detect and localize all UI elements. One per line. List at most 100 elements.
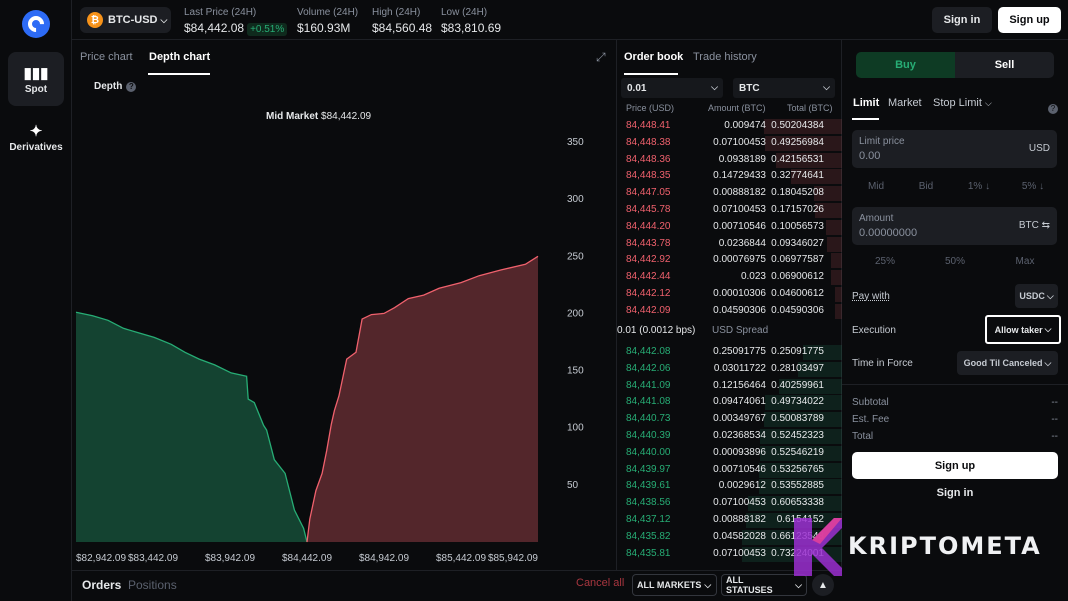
limit-price-input[interactable]: 0.00 xyxy=(859,150,881,162)
left-rail: ▮▮▮ Spot ✦ Derivatives xyxy=(0,0,72,601)
statuses-filter-value: ALL STATUSES xyxy=(726,575,773,595)
bid-row[interactable]: 84,442.06 0.03011722 0.28103497 xyxy=(617,361,842,378)
ask-row[interactable]: 84,445.78 0.07100453 0.17157026 xyxy=(617,202,842,219)
pair-selector[interactable]: ₿ BTC-USD ⌵ xyxy=(80,7,171,33)
volume-stat: Volume (24H) $160.93M xyxy=(297,7,358,35)
amount-cell: 0.03011722 xyxy=(713,362,766,374)
depth-label-text: Depth xyxy=(94,81,123,92)
rail-item-derivatives[interactable]: ✦ Derivatives xyxy=(4,122,68,162)
bid-row[interactable]: 84,438.56 0.07100453 0.60653338 xyxy=(617,495,842,512)
increment-select[interactable]: 0.01 ⌵ xyxy=(621,78,723,98)
minus-1pct-chip[interactable]: 1% ↓ xyxy=(967,180,991,192)
bid-row[interactable]: 84,440.73 0.00349767 0.50083789 xyxy=(617,411,842,428)
total-cell: 0.52452323 xyxy=(771,430,824,441)
depth-bar xyxy=(748,496,842,512)
tab-trade-history[interactable]: Trade history xyxy=(693,51,757,63)
amount-cell: 0.07100453 xyxy=(713,497,766,509)
limit-price-unit: USD xyxy=(1028,143,1050,154)
amount-field[interactable]: Amount 0.00000000 BTC ⇆ xyxy=(852,207,1057,245)
price-cell: 84,440.73 xyxy=(626,413,671,425)
price-cell: 84,442.06 xyxy=(626,362,671,374)
amount-25-chip[interactable]: 25% xyxy=(874,255,895,267)
tab-orders[interactable]: Orders xyxy=(82,578,122,592)
markets-filter[interactable]: ALL MARKETS ⌵ xyxy=(632,574,717,596)
bid-row[interactable]: 84,440.39 0.02368534 0.52452323 xyxy=(617,428,842,445)
price-cell: 84,442.44 xyxy=(626,271,671,283)
chart-panel: Price chart Depth chart ⤢ 50 100 150 200 250… xyxy=(72,40,617,570)
mid-chip[interactable]: Mid xyxy=(867,180,885,192)
amount-50-chip[interactable]: 50% xyxy=(944,255,965,267)
tab-market[interactable]: Market xyxy=(888,97,922,109)
time-in-force-select[interactable]: Good Til Canceled ⌵ xyxy=(957,351,1058,375)
cancel-all-button[interactable]: Cancel all xyxy=(576,577,625,589)
amount-input[interactable]: 0.00000000 xyxy=(859,227,918,239)
ask-row[interactable]: 84,448.38 0.07100453 0.49256984 xyxy=(617,135,842,152)
amount-cell: 0.0236844 xyxy=(718,237,766,249)
tab-positions[interactable]: Positions xyxy=(128,578,177,592)
bid-row[interactable]: 84,441.09 0.12156464 0.40259961 xyxy=(617,378,842,395)
ask-row[interactable]: 84,442.92 0.00076975 0.06977587 xyxy=(617,252,842,269)
statuses-filter[interactable]: ALL STATUSES ⌵ xyxy=(721,574,807,596)
amount-cell: 0.00888182 xyxy=(713,187,766,199)
amount-unit-toggle[interactable]: BTC ⇆ xyxy=(1019,220,1050,231)
sell-toggle[interactable]: Sell xyxy=(955,52,1054,78)
tab-stop-limit[interactable]: Stop Limit ⌵ xyxy=(933,97,992,109)
x-tick-label: $83,942.09 xyxy=(205,553,255,564)
minus-5pct-chip[interactable]: 5% ↓ xyxy=(1021,180,1045,192)
buy-toggle[interactable]: Buy xyxy=(856,52,955,78)
chevron-down-icon: ⌵ xyxy=(795,579,802,590)
orders-bar: Orders Positions Cancel all ALL MARKETS ⌵… xyxy=(72,570,842,601)
chevron-up-icon[interactable]: ▲ xyxy=(812,574,834,596)
rail-item-spot[interactable]: ▮▮▮ Spot xyxy=(8,52,64,106)
ask-line xyxy=(306,255,539,543)
y-tick-label: 300 xyxy=(567,194,584,205)
price-cell: 84,447.05 xyxy=(626,187,671,199)
bitcoin-icon: ₿ xyxy=(87,12,103,28)
low-value: $83,810.69 xyxy=(441,21,502,35)
depth-bar xyxy=(835,303,842,319)
y-tick-label: 350 xyxy=(567,137,584,148)
bid-row[interactable]: 84,439.97 0.00710546 0.53256765 xyxy=(617,462,842,479)
total-cell: 0.40259961 xyxy=(771,379,824,391)
ask-row[interactable]: 84,448.36 0.0938189 0.42156531 xyxy=(617,152,842,169)
ask-row[interactable]: 84,448.41 0.009474 0.50204384 xyxy=(617,118,842,135)
coinbase-logo-icon[interactable] xyxy=(22,10,50,38)
total-cell: 0.04590306 xyxy=(771,304,824,316)
sign-up-button[interactable]: Sign up xyxy=(998,7,1061,33)
sign-in-button[interactable]: Sign in xyxy=(932,7,992,33)
ask-row[interactable]: 84,443.78 0.0236844 0.09346027 xyxy=(617,236,842,253)
info-icon[interactable]: ? xyxy=(1048,104,1058,114)
bid-row[interactable]: 84,440.00 0.00093896 0.52546219 xyxy=(617,445,842,462)
unit-select[interactable]: BTC ⌵ xyxy=(733,78,835,98)
bid-row[interactable]: 84,441.08 0.09474061 0.49734022 xyxy=(617,394,842,411)
execution-select[interactable]: Allow taker ⌵ xyxy=(985,315,1061,344)
swap-icon: ⇆ xyxy=(1041,220,1050,231)
pay-with-value: USDC xyxy=(1019,291,1045,301)
ask-row[interactable]: 84,442.09 0.04590306 0.04590306 xyxy=(617,303,842,320)
expand-icon[interactable]: ⤢ xyxy=(596,50,606,64)
tab-depth-chart[interactable]: Depth chart xyxy=(149,51,211,63)
tab-limit[interactable]: Limit xyxy=(853,97,880,109)
tab-price-chart[interactable]: Price chart xyxy=(80,51,133,63)
tab-order-book[interactable]: Order book xyxy=(624,51,684,63)
help-icon[interactable]: ? xyxy=(126,82,137,92)
ask-row[interactable]: 84,447.05 0.00888182 0.18045208 xyxy=(617,185,842,202)
amount-cell: 0.0029612 xyxy=(718,480,766,492)
sign-in-link[interactable]: Sign in xyxy=(936,487,974,499)
price-cell: 84,437.12 xyxy=(626,514,671,525)
ask-row[interactable]: 84,444.20 0.00710546 0.10056573 xyxy=(617,219,842,236)
bid-row[interactable]: 84,442.08 0.25091775 0.25091775 xyxy=(617,344,842,361)
total-cell: 0.06977587 xyxy=(771,254,824,266)
sign-up-button[interactable]: Sign up xyxy=(852,452,1058,479)
chevron-down-icon: ⌵ xyxy=(160,14,168,25)
amount-max-chip[interactable]: Max xyxy=(1015,255,1035,267)
ask-row[interactable]: 84,442.12 0.00010306 0.04600612 xyxy=(617,286,842,303)
unit-value: BTC xyxy=(739,82,760,94)
total-cell: 0.28103497 xyxy=(771,362,824,374)
bid-row[interactable]: 84,439.61 0.0029612 0.53552885 xyxy=(617,478,842,495)
ask-row[interactable]: 84,448.35 0.14729433 0.32774641 xyxy=(617,168,842,185)
bid-chip[interactable]: Bid xyxy=(918,180,934,192)
pay-with-select[interactable]: USDC ⌵ xyxy=(1015,284,1058,308)
ask-row[interactable]: 84,442.44 0.023 0.06900612 xyxy=(617,269,842,286)
limit-price-field[interactable]: Limit price 0.00 USD xyxy=(852,130,1057,168)
